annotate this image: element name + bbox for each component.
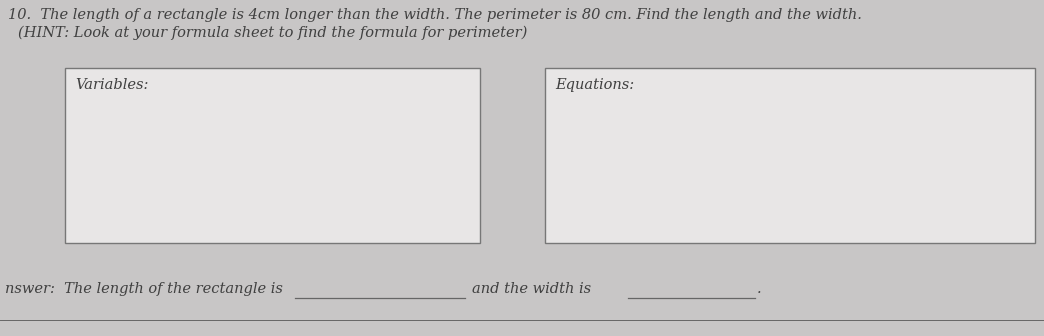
Text: .: . [757, 282, 762, 296]
Text: nswer:  The length of the rectangle is: nswer: The length of the rectangle is [5, 282, 283, 296]
Text: and the width is: and the width is [472, 282, 591, 296]
Text: 10.  The length of a rectangle is 4cm longer than the width. The perimeter is 80: 10. The length of a rectangle is 4cm lon… [8, 8, 862, 22]
Text: Equations:: Equations: [555, 78, 634, 92]
Text: Variables:: Variables: [75, 78, 148, 92]
Bar [545, 68, 1035, 243]
Bar [65, 68, 480, 243]
Text: (HINT: Look at your formula sheet to find the formula for perimeter): (HINT: Look at your formula sheet to fin… [18, 26, 527, 40]
